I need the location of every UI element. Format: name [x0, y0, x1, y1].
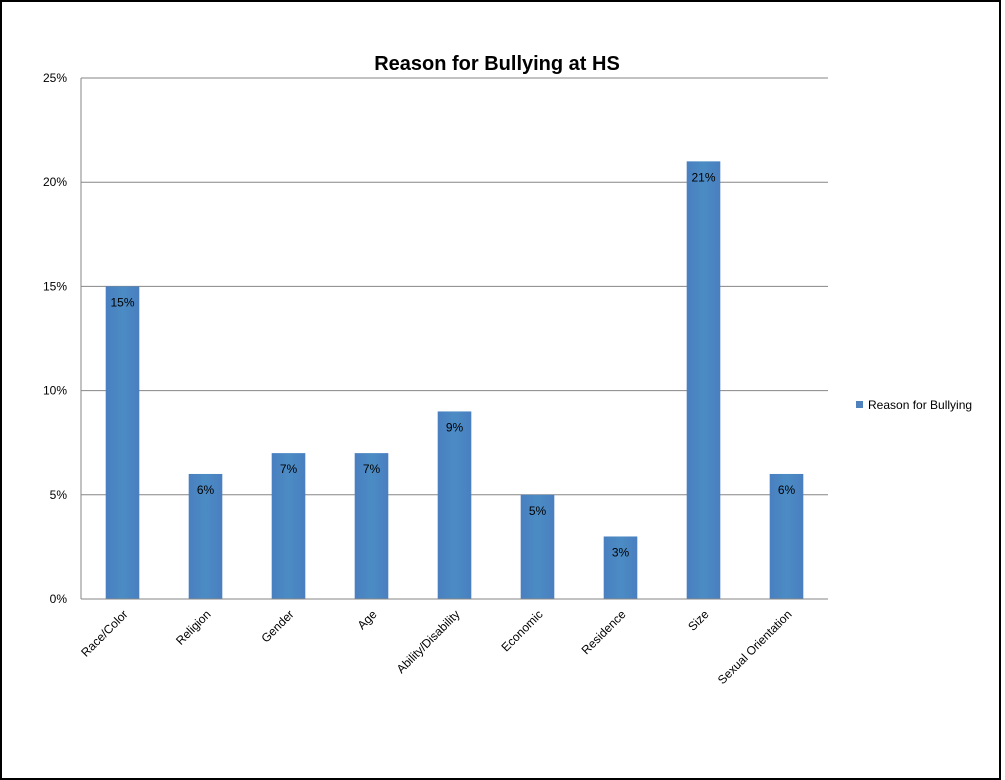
bar-data-label: 21%: [691, 170, 715, 184]
x-category-label: Residence: [579, 607, 629, 657]
bar: [686, 161, 721, 600]
bar: [603, 536, 638, 599]
bar-data-label: 5%: [529, 504, 547, 518]
y-tick-label: 20%: [43, 175, 67, 189]
y-axis-ticks: 0% 5% 10% 15% 20% 25%: [43, 71, 67, 606]
x-category-label: Ability/Disability: [394, 607, 463, 676]
bar-data-label: 15%: [110, 295, 134, 309]
bar: [105, 286, 140, 599]
data-labels: 15% 6% 7% 7% 9% 5% 3% 21% 6%: [110, 170, 795, 559]
bar-data-label: 3%: [612, 545, 630, 559]
y-tick-label: 25%: [43, 71, 67, 85]
bar-data-label: 6%: [778, 483, 796, 497]
y-tick-label: 10%: [43, 384, 67, 398]
x-category-label: Economic: [498, 607, 545, 654]
bar-chart: Reason for Bullying at HS 0% 5% 10% 15% 20% 2…: [43, 53, 972, 687]
x-category-label: Race/Color: [78, 607, 130, 659]
bars: [105, 161, 804, 600]
bar-data-label: 7%: [280, 462, 298, 476]
x-category-label: Sexual Orientation: [715, 607, 795, 687]
bar: [188, 473, 223, 599]
y-tick-label: 5%: [50, 488, 68, 502]
bar: [520, 494, 555, 599]
x-axis-labels: Race/Color Religion Gender Age Ability/Disab…: [78, 607, 794, 687]
x-category-label: Age: [355, 607, 380, 632]
bar-data-label: 6%: [197, 483, 215, 497]
legend-label: Reason for Bullying: [868, 398, 972, 412]
x-category-label: Size: [685, 607, 712, 634]
bar: [354, 453, 389, 599]
legend-swatch: [856, 401, 863, 408]
chart-title: Reason for Bullying at HS: [374, 53, 620, 75]
x-category-label: Gender: [258, 607, 296, 645]
y-tick-label: 0%: [50, 592, 68, 606]
bar: [437, 411, 472, 599]
legend: Reason for Bullying: [856, 398, 972, 412]
bar: [271, 453, 306, 599]
bar: [769, 473, 804, 599]
bar-data-label: 9%: [446, 420, 464, 434]
bar-data-label: 7%: [363, 462, 381, 476]
y-tick-label: 15%: [43, 279, 67, 293]
x-category-label: Religion: [173, 607, 214, 648]
